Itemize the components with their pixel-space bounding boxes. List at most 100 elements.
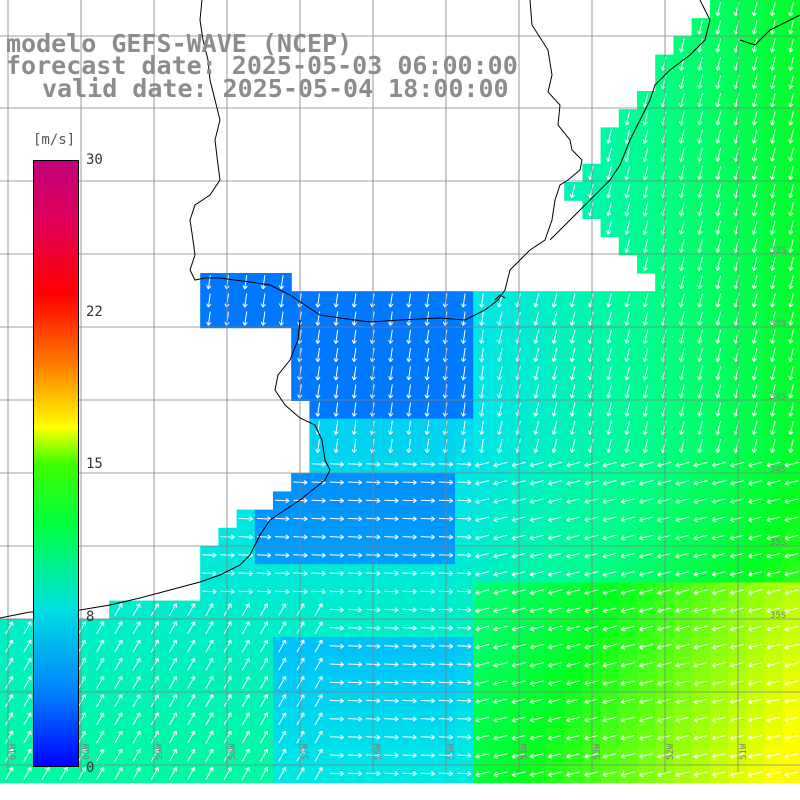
wind-arrow bbox=[569, 366, 576, 381]
wind-arrow bbox=[333, 311, 339, 326]
wind-arrow bbox=[751, 420, 758, 435]
wind-arrow bbox=[693, 771, 708, 777]
wind-arrow bbox=[241, 657, 250, 671]
wind-arrow bbox=[766, 771, 781, 777]
wind-arrow bbox=[711, 534, 726, 541]
wind-arrow bbox=[715, 74, 722, 90]
wind-arrow bbox=[206, 311, 212, 326]
wind-arrow bbox=[533, 366, 540, 381]
wind-arrow bbox=[697, 74, 703, 90]
wind-arrow bbox=[388, 420, 394, 435]
wind-arrow bbox=[402, 461, 417, 467]
wind-arrow bbox=[638, 662, 654, 668]
wind-arrow bbox=[715, 438, 722, 454]
wind-arrow bbox=[529, 753, 544, 759]
wind-arrow bbox=[420, 698, 435, 704]
wind-arrow bbox=[715, 38, 722, 53]
wind-arrow bbox=[424, 347, 430, 363]
wind-arrow bbox=[460, 293, 467, 308]
wind-arrow bbox=[679, 38, 685, 53]
wind-arrow bbox=[679, 129, 685, 144]
wind-arrow bbox=[187, 748, 196, 762]
wind-arrow bbox=[620, 534, 635, 541]
wind-arrow bbox=[475, 571, 490, 577]
wind-arrow bbox=[150, 657, 159, 671]
wind-arrow bbox=[711, 571, 726, 577]
wind-arrow bbox=[205, 657, 214, 671]
wind-arrow bbox=[751, 220, 758, 235]
wind-arrow bbox=[406, 366, 412, 381]
wind-arrow bbox=[479, 293, 485, 308]
wind-arrow bbox=[406, 384, 412, 399]
wind-arrow bbox=[606, 329, 612, 344]
wind-arrow bbox=[638, 571, 654, 577]
wind-arrow bbox=[624, 165, 631, 181]
wind-arrow bbox=[584, 643, 599, 650]
wind-arrow bbox=[566, 571, 581, 577]
wind-arrow bbox=[529, 662, 544, 668]
wind-arrow bbox=[351, 293, 357, 308]
wind-arrow bbox=[475, 498, 490, 504]
wind-arrow bbox=[329, 698, 344, 704]
wind-arrow bbox=[715, 293, 722, 308]
wind-arrow bbox=[457, 716, 472, 722]
wind-arrow bbox=[679, 347, 685, 363]
wind-arrow bbox=[770, 202, 776, 217]
wind-arrow bbox=[187, 675, 196, 689]
wind-arrow bbox=[329, 680, 344, 686]
wind-arrow bbox=[788, 184, 794, 199]
wind-arrow bbox=[475, 461, 490, 468]
wind-arrow bbox=[566, 480, 581, 486]
wind-arrow bbox=[5, 675, 14, 689]
wind-arrow bbox=[384, 771, 399, 777]
wind-arrow bbox=[333, 420, 339, 435]
wind-arrow bbox=[347, 516, 363, 522]
wind-arrow bbox=[529, 625, 544, 632]
wind-arrow bbox=[388, 293, 394, 308]
wind-arrow bbox=[748, 589, 763, 595]
wind-arrow bbox=[23, 621, 32, 635]
wind-arrow bbox=[406, 420, 412, 435]
wind-arrow bbox=[150, 675, 159, 689]
longitude-label: 54W bbox=[520, 743, 530, 760]
wind-arrow bbox=[529, 480, 544, 486]
wind-arrow bbox=[384, 552, 399, 558]
wind-arrow bbox=[420, 552, 435, 558]
wind-arrow bbox=[497, 311, 503, 326]
wind-arrow bbox=[606, 165, 612, 181]
wind-arrow bbox=[475, 534, 490, 541]
wind-arrow bbox=[547, 571, 563, 577]
wind-arrow bbox=[751, 184, 758, 199]
wind-arrow bbox=[657, 461, 672, 468]
wind-arrow bbox=[388, 347, 394, 363]
wind-arrow bbox=[715, 275, 722, 290]
wind-arrow bbox=[333, 438, 339, 454]
wind-arrow bbox=[77, 766, 87, 780]
wind-arrow bbox=[424, 384, 430, 399]
wind-arrow bbox=[606, 184, 612, 199]
wind-arrow bbox=[23, 694, 32, 708]
wind-arrow bbox=[642, 202, 649, 217]
wind-arrow bbox=[551, 384, 558, 399]
wind-arrow bbox=[602, 461, 617, 468]
wind-arrow bbox=[384, 607, 399, 613]
wind-arrow bbox=[241, 603, 250, 617]
wind-arrow bbox=[479, 311, 485, 326]
wind-arrow bbox=[114, 748, 123, 762]
wind-arrow bbox=[493, 753, 508, 759]
wind-arrow bbox=[187, 621, 196, 635]
wind-arrow bbox=[770, 165, 776, 181]
wind-arrow bbox=[766, 461, 781, 468]
wind-arrow bbox=[533, 384, 540, 399]
wind-arrow bbox=[697, 56, 703, 71]
wind-arrow bbox=[751, 384, 758, 399]
wind-arrow bbox=[457, 534, 472, 540]
latitude-label: 33S bbox=[770, 319, 786, 329]
wind-arrow bbox=[697, 329, 703, 344]
wind-arrow bbox=[638, 680, 654, 686]
wind-arrow bbox=[351, 384, 357, 399]
latitude-label: 33S bbox=[770, 246, 786, 256]
wind-arrow bbox=[569, 384, 576, 399]
wind-arrow bbox=[770, 256, 776, 272]
